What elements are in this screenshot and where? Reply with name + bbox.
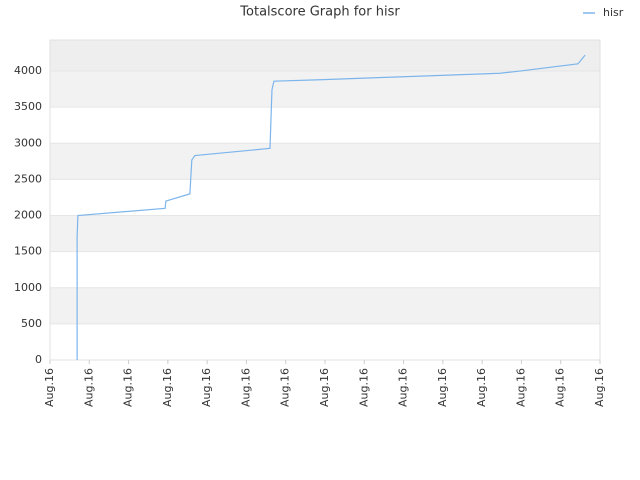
x-tick-label: Aug.16 bbox=[122, 368, 135, 407]
x-tick-label: Aug.16 bbox=[82, 368, 95, 407]
y-tick-label: 2000 bbox=[14, 209, 42, 222]
y-tick-label: 500 bbox=[21, 317, 42, 330]
y-tick-label: 3500 bbox=[14, 100, 42, 113]
y-tick-label: 2500 bbox=[14, 172, 42, 185]
x-tick-label: Aug.16 bbox=[475, 368, 488, 407]
grid-band bbox=[50, 71, 600, 108]
x-tick-label: Aug.16 bbox=[397, 368, 410, 407]
grid-band bbox=[50, 40, 600, 72]
x-tick-label: Aug.16 bbox=[161, 368, 174, 407]
chart-title: Totalscore Graph for hisr bbox=[239, 5, 400, 20]
y-tick-label: 3000 bbox=[14, 136, 42, 149]
x-tick-label: Aug.16 bbox=[200, 368, 213, 407]
y-tick-label: 0 bbox=[35, 353, 42, 366]
x-tick-label: Aug.16 bbox=[436, 368, 449, 407]
legend-label: hisr bbox=[603, 6, 624, 19]
x-tick-label: Aug.16 bbox=[593, 368, 606, 407]
grid-band bbox=[50, 215, 600, 252]
y-tick-label: 4000 bbox=[14, 64, 42, 77]
series-line bbox=[76, 54, 586, 360]
x-tick-label: Aug.16 bbox=[514, 368, 527, 407]
grid-band bbox=[50, 287, 600, 324]
x-tick-label: Aug.16 bbox=[318, 368, 331, 407]
grid-band bbox=[50, 143, 600, 180]
x-tick-label: Aug.16 bbox=[239, 368, 252, 407]
x-tick-label: Aug.16 bbox=[43, 368, 56, 407]
x-tick-label: Aug.16 bbox=[357, 368, 370, 407]
x-tick-label: Aug.16 bbox=[554, 368, 567, 407]
y-tick-label: 1000 bbox=[14, 281, 42, 294]
y-tick-label: 1500 bbox=[14, 245, 42, 258]
x-tick-label: Aug.16 bbox=[279, 368, 292, 407]
